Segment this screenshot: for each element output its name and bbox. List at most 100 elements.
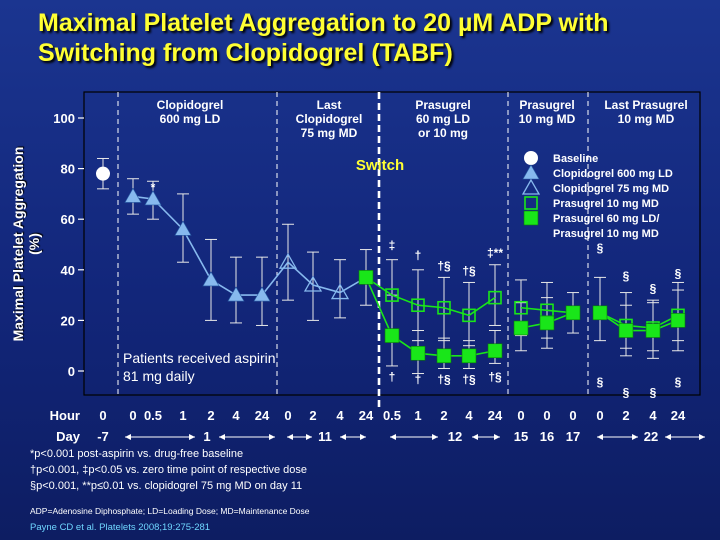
phase-label-5-line-1: Last Prasugrel <box>604 98 687 112</box>
prasugrel-60-mg-ld-prasugrel-10-mg-md-marker-12 <box>410 345 426 361</box>
prasugrel-60-mg-ld-prasugrel-10-mg-md-line-3 <box>599 312 679 332</box>
day11-span-right-head-left <box>340 434 346 440</box>
hour-tick-label-13: 1 <box>414 408 421 423</box>
day-tick-label-8: 22 <box>644 429 658 444</box>
significance-mark-8: † <box>415 373 422 387</box>
baseline-marker-0 <box>96 166 110 181</box>
slide-title: Maximal Platelet Aggregation to 20 µM AD… <box>38 8 718 68</box>
legend-marker-1 <box>524 151 538 165</box>
prasugrel-10-mg-md-marker-14 <box>462 308 476 323</box>
prasugrel-10-mg-md-marker-11 <box>385 288 399 302</box>
hour-tick-label-6: 4 <box>232 408 240 423</box>
day11-span-left-head-right <box>306 434 312 440</box>
clopidogrel-bridge-line <box>261 261 289 296</box>
hour-tick-label-19: 0 <box>569 408 576 423</box>
day1-span-left-head-left <box>125 434 131 440</box>
prasugrel-60-mg-ld-prasugrel-10-mg-md-marker-11 <box>384 328 400 343</box>
reference-citation: Payne CD et al. Platelets 2008;19:275-28… <box>30 522 211 533</box>
plot-frame <box>83 91 701 396</box>
day12-span-left-head-left <box>390 434 396 440</box>
phase-label-2-line-2: Clopidogrel <box>296 112 363 126</box>
legend-label-5-line-2: Prasugrel 10 mg MD <box>553 228 659 240</box>
clopidogrel-600-mg-ld-marker-5 <box>227 286 245 302</box>
day22-span-right-head-right <box>699 434 705 440</box>
legend-label-4-line-1: Prasugrel 10 mg MD <box>553 198 659 210</box>
day1-span-right-head-right <box>269 434 275 440</box>
y-tick-label-20: 20 <box>61 313 75 328</box>
hour-tick-label-3: 0.5 <box>144 408 162 423</box>
clopidogrel-600-mg-ld-marker-4 <box>202 271 220 287</box>
phase-label-1-line-2: 600 mg LD <box>160 112 221 126</box>
day-tick-label-5: 15 <box>514 429 528 444</box>
prasugrel-60-mg-ld-prasugrel-10-mg-md-marker-17 <box>539 315 555 331</box>
title-line-2: Switching from Clopidogrel (TABF) <box>38 39 453 67</box>
legend-label-5-line-1: Prasugrel 60 mg LD/ <box>553 213 659 225</box>
significance-mark-1: * <box>151 180 156 194</box>
significance-mark-7: † <box>389 370 396 384</box>
prasugrel-60-mg-ld-prasugrel-10-mg-md-marker-18 <box>565 305 581 321</box>
prasugrel-60-mg-ld-prasugrel-10-mg-md-marker-19 <box>592 305 608 321</box>
hour-tick-label-16: 24 <box>488 408 503 423</box>
prasugrel-60-mg-ld-prasugrel-10-mg-md-marker-22 <box>670 313 686 328</box>
day-tick-label-6: 16 <box>540 429 554 444</box>
phase-label-2-line-3: 75 mg MD <box>301 126 358 140</box>
significance-mark-16: § <box>597 375 604 389</box>
y-tick-label-0: 0 <box>68 364 75 379</box>
prasugrel-10-mg-md-marker-16 <box>514 300 528 315</box>
hour-tick-label-11: 24 <box>359 408 374 423</box>
clopidogrel-75-mg-md-marker-8 <box>303 275 323 292</box>
hour-tick-label-18: 0 <box>543 408 550 423</box>
footnote-3: §p<0.001, **p≤0.01 vs. clopidogrel 75 mg… <box>30 480 303 492</box>
aspirin-note-line-2: 81 mg daily <box>123 368 195 384</box>
abbreviations-note: ADP=Adenosine Diphosphate; LD=Loading Do… <box>30 506 310 516</box>
footnote-2: †p<0.001, ‡p<0.05 vs. zero time point of… <box>30 464 308 476</box>
phase-label-3-line-1: Prasugrel <box>415 98 470 112</box>
hour-tick-label-12: 0.5 <box>383 408 401 423</box>
clopidogrel-600-mg-ld-marker-1 <box>124 187 142 203</box>
clopidogrel-75-mg-md-line-1 <box>287 261 341 294</box>
hour-tick-label-17: 0 <box>517 408 524 423</box>
significance-mark-10: †§ <box>462 373 476 387</box>
prasugrel-60-mg-ld-prasugrel-10-mg-md-marker-13 <box>436 348 452 364</box>
phase-label-2-line-1: Last <box>317 98 342 112</box>
significance-mark-5: †§ <box>462 264 476 278</box>
prasugrel-60-mg-ld-prasugrel-10-mg-md-marker-10 <box>358 270 374 285</box>
significance-mark-18: § <box>650 385 657 399</box>
day12-span-left-head-right <box>432 434 438 440</box>
hour-row-label: Hour <box>50 408 80 423</box>
legend-marker-4 <box>524 196 538 210</box>
day-tick-label-1: -7 <box>97 429 109 444</box>
day-tick-label-3: 11 <box>318 429 332 444</box>
significance-mark-12: § <box>597 241 604 255</box>
prasugrel-60-mg-ld-prasugrel-10-mg-md-marker-15 <box>487 343 503 359</box>
hour-tick-label-2: 0 <box>129 408 136 423</box>
day12-span-right-head-right <box>494 434 500 440</box>
day-tick-label-2: 1 <box>203 429 210 444</box>
clopidogrel-75-mg-md-marker-9 <box>330 283 350 300</box>
clopidogrel-600-mg-ld-marker-6 <box>253 286 271 302</box>
day-tick-label-4: 12 <box>448 429 462 444</box>
day11-span-left-head-left <box>287 434 293 440</box>
day22-span-left-head-left <box>597 434 603 440</box>
day22-span-left-head-right <box>632 434 638 440</box>
hour-tick-label-1: 0 <box>99 408 106 423</box>
day12-span-right-head-left <box>472 434 478 440</box>
phase-label-1-line-1: Clopidogrel <box>157 98 224 112</box>
prasugrel-10-mg-md-marker-15 <box>488 290 502 305</box>
significance-mark-6: ‡** <box>487 246 503 260</box>
hour-tick-label-9: 2 <box>309 408 316 423</box>
significance-mark-9: †§ <box>437 373 451 387</box>
hour-tick-label-10: 4 <box>336 408 344 423</box>
day-tick-label-7: 17 <box>566 429 580 444</box>
phase-label-3-line-2: 60 mg LD <box>416 112 470 126</box>
legend-marker-3 <box>521 178 541 195</box>
legend-label-3-line-1: Clopidogrel 75 mg MD <box>553 183 669 195</box>
hour-tick-label-5: 2 <box>207 408 214 423</box>
hour-tick-label-15: 4 <box>465 408 473 423</box>
prasugrel-60-mg-ld-prasugrel-10-mg-md-marker-20 <box>618 323 634 338</box>
phase-label-3-line-3: or 10 mg <box>418 126 468 140</box>
prasugrel-10-mg-md-line-1 <box>365 276 496 317</box>
hour-tick-label-22: 4 <box>649 408 657 423</box>
prasugrel-10-mg-md-line-3 <box>599 312 679 329</box>
